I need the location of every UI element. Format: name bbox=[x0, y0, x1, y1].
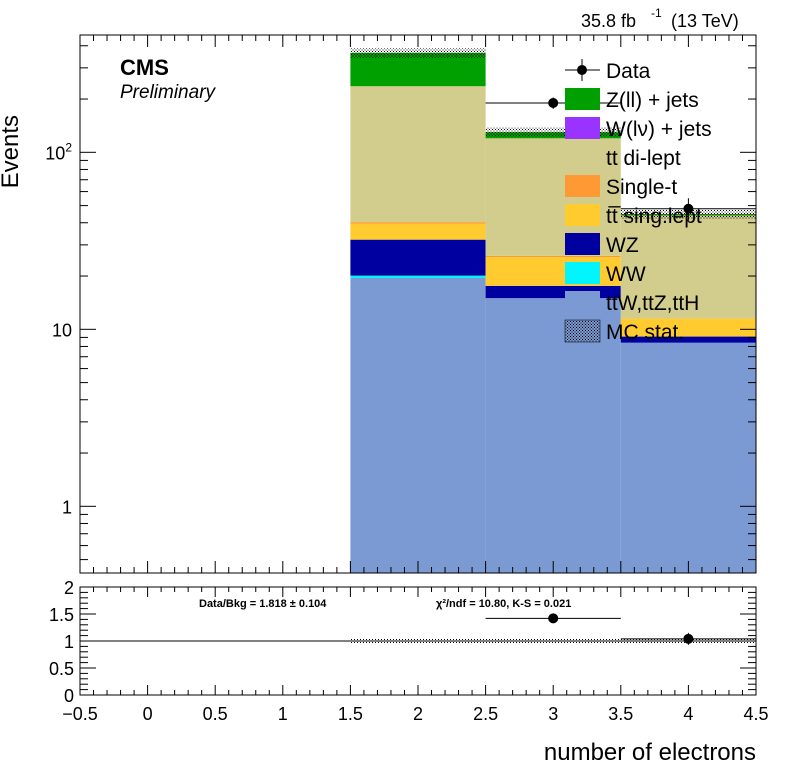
ratio-annotation: Data/Bkg = 1.818 ± 0.104 bbox=[199, 598, 327, 610]
x-tick-label: 4.5 bbox=[743, 704, 768, 724]
legend-swatch-single_t bbox=[565, 175, 600, 197]
bar-tt_di-bin-1 bbox=[485, 138, 621, 256]
legend-label: ttW,ttZ,ttH bbox=[606, 292, 699, 315]
ratio-plot: 00.511.52−0.5 0 0.5 1 1.5 2 2.5 3 3.5 4 4.5 bbox=[49, 578, 769, 724]
main-plot-axes: 1 10 102 bbox=[45, 34, 757, 574]
mc-stat-band-bin-0 bbox=[350, 48, 486, 58]
x-tick-label: 2.5 bbox=[473, 704, 498, 724]
x-tick-label: 2 bbox=[413, 704, 423, 724]
mc-stat-band-bin-1 bbox=[485, 127, 621, 137]
energy-label: (13 TeV) bbox=[671, 11, 739, 31]
legend-swatch-ttv bbox=[565, 291, 600, 313]
bar-ttv-bin-1 bbox=[485, 298, 621, 573]
bar-wz-bin-0 bbox=[350, 239, 486, 276]
ratio-y-tick-label: 2 bbox=[64, 578, 74, 598]
legend-swatch-zll bbox=[565, 88, 600, 110]
x-tick-label: 3 bbox=[548, 704, 558, 724]
x-tick-label: 4 bbox=[683, 704, 693, 724]
legend-label: WW bbox=[606, 263, 646, 286]
lumi-exponent: -1 bbox=[651, 6, 662, 20]
bar-ttv-bin-2 bbox=[620, 342, 756, 573]
ratio-y-tick-label: 1.5 bbox=[49, 605, 74, 625]
lumi-value: 35.8 fb bbox=[581, 11, 636, 31]
legend-label: Single-t bbox=[606, 176, 677, 199]
legend-label: W(lν) + jets bbox=[606, 118, 712, 141]
bar-tt_semi-bin-2 bbox=[620, 318, 756, 337]
bar-tt_di-bin-0 bbox=[350, 86, 486, 223]
legend-label: Data bbox=[606, 60, 651, 83]
bar-tt_di-bin-2 bbox=[620, 215, 756, 319]
preliminary-label: Preliminary bbox=[120, 82, 217, 103]
legend-label: tt̅ sing.lept bbox=[606, 205, 702, 228]
x-tick-label: 0 bbox=[143, 704, 153, 724]
ratio-y-tick-label: 1 bbox=[64, 632, 74, 652]
x-tick-label: −0.5 bbox=[62, 704, 98, 724]
y-tick-label: 102 bbox=[45, 140, 72, 163]
legend-swatch-tt_di bbox=[565, 146, 600, 168]
y-tick-label: 10 bbox=[52, 320, 72, 340]
bar-tt_semi-bin-0 bbox=[350, 223, 486, 240]
legend-swatch-wz bbox=[565, 233, 600, 255]
x-tick-label: 3.5 bbox=[608, 704, 633, 724]
lumi-label: 35.8 fb -1 (13 TeV) bbox=[581, 6, 739, 31]
x-tick-label: 1.5 bbox=[338, 704, 363, 724]
bar-wz-bin-2 bbox=[620, 336, 756, 343]
chi2-annotation: χ²/ndf = 10.80, K-S = 0.021 bbox=[436, 598, 571, 610]
main-plot-bars bbox=[350, 48, 756, 573]
x-axis-label: number of electrons bbox=[544, 739, 756, 766]
bar-tt_semi-bin-1 bbox=[485, 257, 621, 286]
ratio-point bbox=[548, 613, 559, 624]
bar-wz-bin-1 bbox=[485, 285, 621, 299]
legend-label: Z(ll) + jets bbox=[606, 89, 699, 112]
bar-ttv-bin-0 bbox=[350, 277, 486, 573]
x-tick-label: 1 bbox=[278, 704, 288, 724]
y-tick-label: 1 bbox=[62, 497, 72, 517]
legend-swatch-tt_semi bbox=[565, 204, 600, 226]
legend: Data Z(ll) + jets W(lν) + jets tt di-lept Si… bbox=[564, 59, 712, 344]
legend-label: WZ bbox=[606, 234, 639, 257]
legend-data-marker bbox=[577, 65, 587, 75]
ratio-point bbox=[683, 633, 694, 644]
cms-label: CMS bbox=[120, 55, 169, 80]
data-point bbox=[683, 203, 694, 214]
x-tick-label: 0.5 bbox=[203, 704, 228, 724]
y-axis-label: Events bbox=[0, 115, 24, 188]
bar-single_t-bin-1 bbox=[485, 255, 621, 258]
ratio-y-tick-label: 0.5 bbox=[49, 659, 74, 679]
legend-swatch-mc-stat bbox=[564, 319, 601, 343]
legend-swatch-wlv bbox=[565, 117, 600, 139]
data-point bbox=[548, 97, 559, 108]
legend-label: tt di-lept bbox=[606, 147, 681, 170]
ratio-y-tick-label: 0 bbox=[64, 686, 74, 706]
legend-label: MC stat. bbox=[606, 321, 684, 344]
bar-single_t-bin-0 bbox=[350, 222, 486, 224]
legend-swatch-ww bbox=[565, 262, 600, 284]
bar-zll-bin-0 bbox=[350, 52, 486, 87]
bar-ww-bin-0 bbox=[350, 275, 486, 278]
